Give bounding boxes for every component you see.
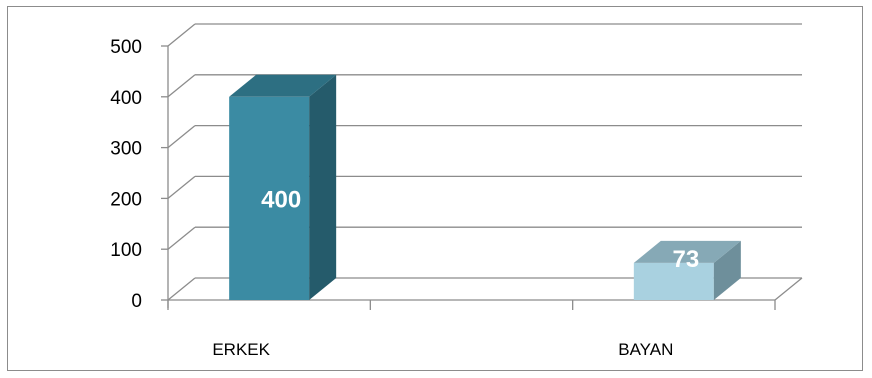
y-axis-tick-labels: 0 100 200 300 400 500 (110, 37, 142, 312)
data-label-erkek: 400 (261, 186, 301, 213)
gridline-connector (167, 277, 196, 301)
gridline-connector (167, 23, 196, 47)
gridline-connector (167, 74, 196, 98)
x-axis-category-labels: ERKEK BAYAN (212, 340, 673, 359)
gridline-connector (167, 125, 196, 149)
y-axis-tick-label: 0 (131, 291, 142, 312)
y-axis-tick-label: 100 (110, 240, 142, 261)
floor-right-edge (774, 277, 803, 301)
bar-top-erkek (229, 74, 337, 97)
y-axis-tick-label: 200 (110, 189, 142, 210)
gridline-connector (167, 175, 196, 199)
data-label-bayan: 73 (672, 246, 699, 273)
y-axis-tick-label: 300 (110, 139, 142, 160)
bar-side-erkek (309, 74, 337, 300)
category-label-erkek: ERKEK (212, 340, 270, 359)
gridline-connector (167, 226, 196, 250)
bars: 400 73 (229, 74, 741, 300)
bar-side-bayan (713, 240, 741, 300)
y-axis-tick-label: 500 (110, 37, 142, 58)
bar-front-bayan (633, 262, 714, 300)
chart-frame (7, 6, 863, 371)
bar-top-bayan (633, 240, 741, 263)
category-label-bayan: BAYAN (618, 340, 673, 359)
bar-front-erkek (229, 96, 310, 300)
y-axis-tick-label: 400 (110, 88, 142, 109)
